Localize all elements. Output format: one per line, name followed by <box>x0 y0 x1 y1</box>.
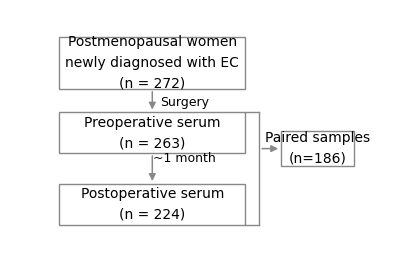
FancyBboxPatch shape <box>59 112 245 153</box>
Text: Preoperative serum
(n = 263): Preoperative serum (n = 263) <box>84 116 220 150</box>
Text: Surgery: Surgery <box>160 95 209 109</box>
Text: Postoperative serum
(n = 224): Postoperative serum (n = 224) <box>81 187 224 222</box>
FancyBboxPatch shape <box>59 37 245 89</box>
Text: ~1 month: ~1 month <box>154 152 216 165</box>
FancyBboxPatch shape <box>59 184 245 225</box>
Text: Postmenopausal women
newly diagnosed with EC
(n = 272): Postmenopausal women newly diagnosed wit… <box>65 35 239 91</box>
Text: Paired samples
(n=186): Paired samples (n=186) <box>265 131 370 166</box>
FancyBboxPatch shape <box>281 131 354 166</box>
